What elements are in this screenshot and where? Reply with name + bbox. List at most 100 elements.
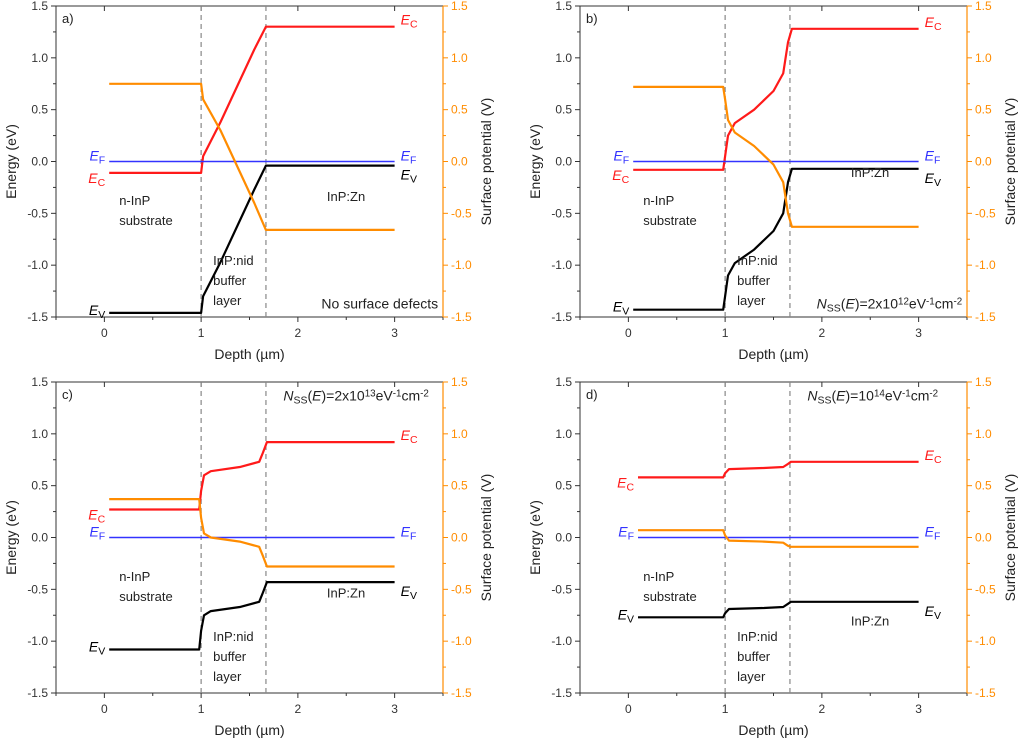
text-segment: -1 xyxy=(393,389,402,400)
text-segment: E xyxy=(925,148,935,164)
y2-tick-label: 1.5 xyxy=(451,375,468,389)
text-segment: C xyxy=(626,482,634,494)
ec-label-left: EC xyxy=(617,474,634,493)
y2-tick-label: -0.5 xyxy=(975,206,996,220)
y-tick-label: -1.5 xyxy=(551,310,572,324)
region-label-substrate: substrate xyxy=(119,213,172,228)
text-segment: eV xyxy=(909,296,927,312)
text-segment: E xyxy=(618,606,628,622)
ec-label-left: EC xyxy=(88,507,105,526)
text-segment: -2 xyxy=(929,389,938,400)
ec-label-left: EC xyxy=(88,170,105,189)
text-segment: V xyxy=(410,590,417,602)
text-segment: eV xyxy=(376,388,394,404)
y-tick-label: -0.5 xyxy=(551,582,572,596)
text-segment: N xyxy=(807,388,818,404)
region-label-buffer: InP:nid xyxy=(213,629,253,644)
text-segment: F xyxy=(99,155,105,167)
text-segment: C xyxy=(410,434,418,446)
text-segment: E xyxy=(845,296,855,312)
x-axis-label: Depth (µm) xyxy=(214,722,284,738)
y-tick-label: -0.5 xyxy=(551,206,572,220)
surface-defect-condition-label: NSS(E)=1014eV-1cm-2 xyxy=(807,388,938,407)
text-segment: V xyxy=(934,177,941,189)
text-segment: E xyxy=(88,170,98,186)
y-tick-label: -1.5 xyxy=(27,686,48,700)
y-tick-label: -1.0 xyxy=(551,634,572,648)
panel-label: c) xyxy=(62,387,73,402)
region-label-substrate: n-InP xyxy=(119,569,150,584)
text-segment: E xyxy=(89,524,99,540)
y-axis-label: Energy (eV) xyxy=(527,124,543,199)
ef-label-right: EF xyxy=(925,524,941,543)
y-tick-label: -1.5 xyxy=(27,310,48,324)
ef-label-left: EF xyxy=(89,148,105,167)
x-tick-label: 2 xyxy=(819,702,826,716)
y-tick-label: 0.0 xyxy=(31,531,48,545)
y-axis-label: Energy (eV) xyxy=(527,500,543,575)
region-label-p-layer: InP:Zn xyxy=(851,614,889,629)
text-segment: E xyxy=(401,148,411,164)
text-segment: E xyxy=(401,167,411,183)
region-label-p-layer: InP:Zn xyxy=(851,165,889,180)
panel-label: b) xyxy=(586,11,598,26)
text-segment: F xyxy=(934,531,940,543)
x-axis-label: Depth (µm) xyxy=(214,346,284,362)
text-segment: eV xyxy=(885,388,903,404)
y2-tick-label: 0.5 xyxy=(451,479,468,493)
text-segment: ( xyxy=(832,388,837,404)
series-surface-potential xyxy=(633,85,919,228)
text-segment: E xyxy=(925,14,935,30)
x-tick-label: 1 xyxy=(198,326,205,340)
series-ev xyxy=(109,581,395,651)
y-tick-label: 0.5 xyxy=(31,103,48,117)
text-segment: C xyxy=(934,454,942,466)
series-ev xyxy=(633,167,919,311)
x-axis-label: Depth (µm) xyxy=(738,722,808,738)
series-ec xyxy=(109,25,395,174)
y2-tick-label: -1.5 xyxy=(451,686,472,700)
y-tick-label: 1.5 xyxy=(555,0,572,13)
y-tick-label: 0.0 xyxy=(31,155,48,169)
x-tick-label: 3 xyxy=(915,326,922,340)
text-segment: V xyxy=(98,309,105,321)
series-ev xyxy=(638,600,919,619)
region-label-buffer: buffer xyxy=(213,273,247,288)
text-segment: E xyxy=(925,170,935,186)
y-tick-label: 1.0 xyxy=(31,427,48,441)
text-segment: E xyxy=(925,524,935,540)
text-segment: ( xyxy=(308,388,313,404)
ef-label-right: EF xyxy=(401,524,417,543)
panel-d: 0 1 2 3 -1.5 -1.5 -1.0 -1.0 -0.5 -0.5 0.0 0.0 0.5 0.5… xyxy=(527,375,1018,738)
y-tick-label: -1.0 xyxy=(27,258,48,272)
ev-label-right: EV xyxy=(401,583,417,602)
text-segment: E xyxy=(925,447,935,463)
region-label-buffer: buffer xyxy=(213,649,247,664)
y-tick-label: -1.0 xyxy=(27,634,48,648)
text-segment: F xyxy=(934,155,940,167)
text-segment: -2 xyxy=(953,297,962,308)
region-label-substrate: n-InP xyxy=(119,193,150,208)
y2-axis-label: Surface potential (V) xyxy=(478,98,494,226)
y-tick-label: -0.5 xyxy=(27,582,48,596)
y-tick-label: -1.5 xyxy=(551,686,572,700)
series-ev xyxy=(109,164,395,314)
y-tick-label: 0.0 xyxy=(555,155,572,169)
panel-label: a) xyxy=(62,11,74,26)
text-segment: E xyxy=(613,148,623,164)
y-tick-label: 0.0 xyxy=(555,531,572,545)
text-segment: SS xyxy=(293,395,307,407)
text-segment: )=2x10 xyxy=(322,388,365,404)
text-segment: SS xyxy=(827,303,841,315)
y2-tick-label: -1.0 xyxy=(975,258,996,272)
series-surface-potential xyxy=(109,82,395,231)
panel-c: 0 1 2 3 -1.5 -1.5 -1.0 -1.0 -0.5 -0.5 0.0 0.0 0.5 0.5… xyxy=(3,375,494,738)
text-segment: V xyxy=(410,174,417,186)
text-segment: E xyxy=(612,167,622,183)
text-segment: 13 xyxy=(365,389,376,400)
text-segment: V xyxy=(622,306,629,318)
text-segment: -1 xyxy=(926,297,935,308)
region-label-p-layer: InP:Zn xyxy=(327,189,365,204)
y2-tick-label: -1.5 xyxy=(975,686,996,700)
